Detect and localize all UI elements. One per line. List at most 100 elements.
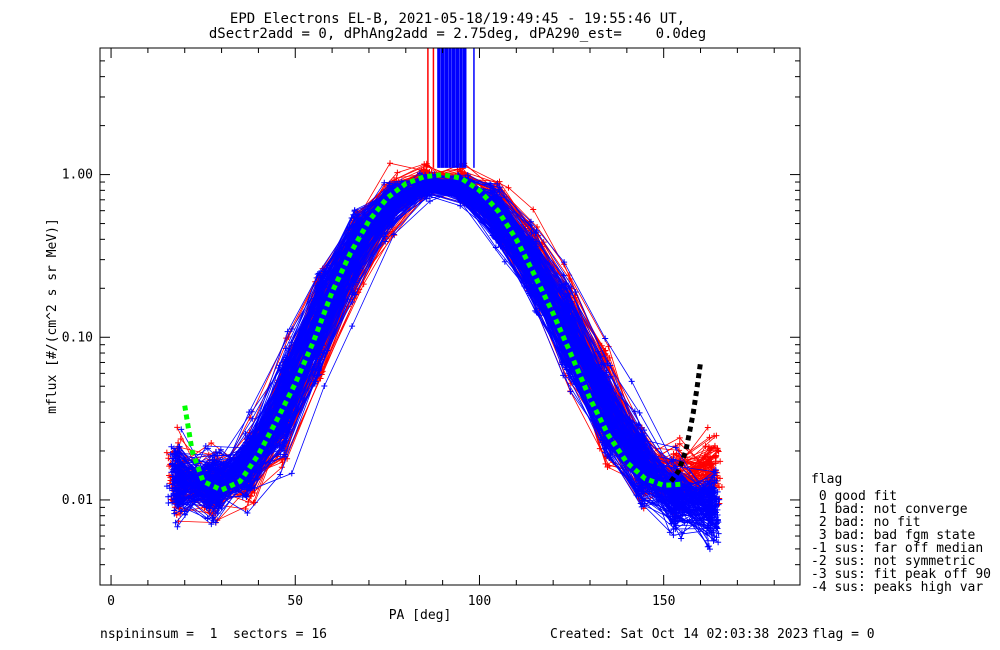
trace-marker — [172, 469, 179, 476]
trace-marker — [528, 229, 535, 236]
trace-marker — [634, 486, 641, 493]
trace-marker — [345, 286, 352, 293]
trace-line — [175, 190, 713, 499]
trace-marker — [316, 322, 323, 329]
trace-marker — [174, 459, 181, 466]
trace-marker — [707, 513, 714, 520]
trace-marker — [245, 499, 252, 506]
trace-marker — [387, 160, 394, 167]
trace-marker — [668, 458, 675, 465]
trace-marker — [355, 244, 362, 251]
trace-marker — [288, 325, 295, 332]
trace-marker — [633, 492, 640, 499]
trace-marker — [707, 519, 714, 526]
trace-marker — [282, 453, 289, 460]
trace-marker — [425, 190, 432, 197]
trace-marker — [712, 453, 719, 460]
trace-marker — [566, 302, 573, 309]
trace-marker — [705, 537, 712, 544]
trace-marker — [705, 444, 712, 451]
trace-marker — [713, 493, 720, 500]
trace-marker — [350, 259, 357, 266]
trace-marker — [704, 531, 711, 538]
trace — [179, 186, 711, 550]
trace-marker — [632, 446, 639, 453]
trace-marker — [352, 264, 359, 271]
trace-marker — [702, 443, 709, 450]
trace-marker — [213, 457, 220, 464]
trace-marker — [169, 460, 176, 467]
trace-marker — [212, 464, 219, 471]
trace-marker — [533, 227, 540, 234]
trace-marker — [561, 259, 568, 266]
trace-marker — [562, 281, 569, 288]
trace-marker — [287, 414, 294, 421]
trace-marker — [602, 347, 609, 354]
trace-line — [180, 179, 711, 550]
trace-marker — [532, 307, 539, 314]
trace-marker — [176, 443, 183, 450]
trace — [175, 176, 720, 520]
trace-marker — [246, 487, 253, 494]
trace-marker — [423, 167, 430, 174]
trace-marker — [279, 425, 286, 432]
trace-marker — [386, 198, 393, 205]
trace-marker — [529, 236, 536, 243]
trace-marker — [529, 247, 536, 254]
trace-marker — [714, 447, 721, 454]
trace-line — [178, 189, 715, 537]
trace-marker — [170, 463, 177, 470]
trace-marker — [426, 198, 433, 205]
trace-line — [175, 186, 717, 513]
trace-marker — [169, 487, 176, 494]
trace-marker — [714, 480, 721, 487]
data-traces — [163, 48, 725, 553]
trace-marker — [673, 450, 680, 457]
trace-marker — [604, 360, 611, 367]
trace-marker — [244, 510, 251, 517]
trace-marker — [170, 491, 177, 498]
trace-marker — [312, 378, 319, 385]
trace-marker — [606, 407, 613, 414]
trace-marker — [676, 440, 683, 447]
trace-marker — [203, 504, 210, 511]
trace-marker — [628, 378, 635, 385]
trace-marker — [464, 171, 471, 178]
trace-marker — [316, 290, 323, 297]
trace-marker — [381, 179, 388, 186]
trace-marker — [711, 533, 718, 540]
trace-marker — [213, 448, 220, 455]
trace-marker — [714, 516, 721, 523]
trace-marker — [602, 335, 609, 342]
trace-marker — [350, 211, 357, 218]
trace-marker — [711, 479, 718, 486]
trace-marker — [217, 461, 224, 468]
trace-marker — [678, 529, 685, 536]
trace-marker — [208, 521, 215, 528]
trace-marker — [249, 415, 256, 422]
trace-marker — [170, 496, 177, 503]
trace-marker — [529, 253, 536, 260]
trace-marker — [174, 523, 181, 530]
trace-marker — [171, 507, 178, 514]
trace-marker — [708, 445, 715, 452]
trace-marker — [454, 193, 461, 200]
trace-marker — [535, 269, 542, 276]
trace-marker — [487, 187, 494, 194]
trace-marker — [167, 451, 174, 458]
trace-marker — [398, 178, 405, 185]
trace-marker — [386, 218, 393, 225]
trace-marker — [717, 458, 724, 465]
trace-marker — [321, 271, 328, 278]
trace-marker — [715, 530, 722, 537]
trace-marker — [530, 206, 537, 213]
trace-marker — [355, 217, 362, 224]
trace-marker — [669, 516, 676, 523]
trace-marker — [321, 383, 328, 390]
trace-marker — [672, 526, 679, 533]
trace-marker — [708, 520, 715, 527]
trace-marker — [463, 182, 470, 189]
trace-marker — [361, 211, 368, 218]
trace-marker — [666, 529, 673, 536]
trace-marker — [636, 409, 643, 416]
